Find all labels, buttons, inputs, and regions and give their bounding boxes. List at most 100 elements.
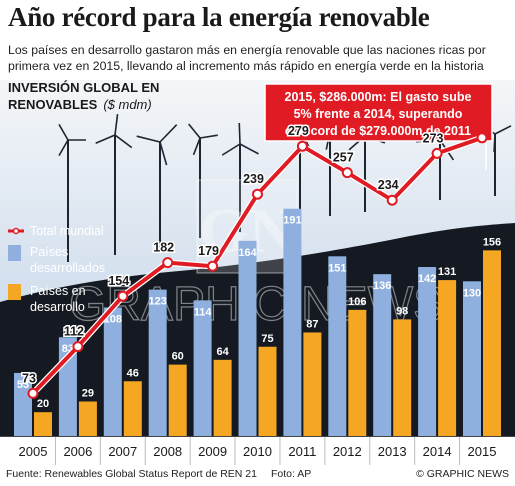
chart-legend: Total mundial Países desarrollados Paíse… (8, 224, 105, 314)
bar-label-developing: 29 (82, 387, 94, 399)
page-subtitle: Los países en desarrollo gastaron más en… (8, 43, 486, 73)
bar-label-developing: 64 (216, 346, 229, 358)
bar-developing (34, 412, 52, 436)
wind-turbine (95, 114, 133, 255)
bar-label-developed: 130 (463, 287, 481, 299)
total-label: 257 (333, 151, 354, 165)
bar-developing (78, 401, 97, 436)
total-label: 73 (22, 371, 36, 385)
bar-developed (463, 281, 481, 436)
total-point (296, 140, 308, 152)
legend-label-developing-2: desarrollo (30, 300, 85, 314)
bar-developing (348, 309, 367, 436)
x-tick-label: 2009 (198, 444, 227, 459)
x-tick-label: 2008 (153, 444, 182, 459)
total-point (72, 341, 84, 353)
total-label: 112 (64, 325, 84, 339)
bar-developed (238, 240, 257, 436)
footer-photo-credit: Foto: AP (270, 468, 312, 480)
total-point (341, 167, 353, 179)
total-label: 279 (288, 124, 309, 138)
chart-title-line2: RENOVABLES ($ mdm) (8, 97, 152, 112)
bar-developing (258, 346, 277, 436)
bar-label-developing: 20 (37, 398, 49, 410)
x-axis: 2005 2006 2007 2008 2009 2010 2011 2012 2013 2014… (0, 436, 515, 465)
bar-developing (168, 364, 187, 436)
wind-turbine (136, 124, 178, 248)
bar-series: 5320832910846123601146416475191871511061… (14, 208, 501, 436)
total-point (386, 194, 398, 206)
bar-developing (123, 381, 142, 436)
x-tick-label: 2011 (288, 444, 316, 459)
bar-label-developing: 131 (438, 266, 456, 278)
bar-label-developed: 164 (238, 247, 257, 259)
total-label: 179 (198, 244, 219, 258)
x-tick-label: 2007 (108, 444, 137, 459)
legend-label-total: Total mundial (30, 224, 104, 238)
x-tick-label: 2015 (468, 444, 497, 459)
callout-line3: el récord de $279.000m de 2011 (285, 124, 471, 138)
wind-turbine (188, 123, 218, 238)
bar-label-developing: 156 (483, 236, 501, 248)
bar-label-developing: 98 (396, 305, 408, 317)
bar-developed (148, 289, 167, 436)
bar-developing (438, 280, 457, 436)
bar-label-developed: 151 (328, 262, 346, 274)
bar-developing (213, 359, 232, 436)
legend-label-developing: Países en (30, 284, 86, 298)
total-label: 234 (378, 178, 399, 192)
bar-label-developing: 106 (348, 296, 366, 308)
total-point (431, 147, 443, 159)
x-tick-label: 2006 (63, 444, 92, 459)
total-point (117, 290, 129, 302)
x-tick-label: 2005 (19, 444, 48, 459)
x-tick-label: 2013 (378, 444, 407, 459)
bar-developing (393, 319, 412, 436)
total-point (252, 188, 263, 200)
bar-label-developing: 46 (127, 367, 139, 379)
callout-line1: 2015, $286.000m: El gasto sube (285, 90, 472, 104)
chart-area: GN GRAPHIC NEWS INVERSIÓN GLOBAL EN RENO… (0, 80, 515, 465)
bar-developed (328, 256, 347, 436)
total-label: 182 (153, 241, 174, 255)
bar-developing (483, 250, 501, 436)
bar-label-developed: 191 (283, 215, 301, 227)
total-label: 239 (243, 172, 264, 186)
wind-turbine (58, 124, 86, 262)
bar-label-developing: 60 (172, 351, 184, 363)
bar-developed (14, 372, 32, 436)
total-line-series: 73 112 154 182 179 239 279 257 234 273 (21, 123, 488, 399)
bar-developed (373, 274, 392, 436)
bar-developed (283, 208, 302, 436)
footer-source-wrap: Fuente: Renewables Global Status Report … (6, 468, 311, 480)
chart-title-line1: INVERSIÓN GLOBAL EN (8, 80, 159, 95)
legend-swatch-total-marker (12, 227, 20, 235)
bar-label-developed: 142 (418, 273, 436, 285)
bar-developed (103, 307, 122, 436)
total-point (207, 260, 219, 272)
total-point (476, 132, 488, 144)
chart-svg: GN GRAPHIC NEWS INVERSIÓN GLOBAL EN RENO… (0, 80, 515, 465)
bar-label-developed: 114 (194, 306, 213, 318)
total-point (27, 387, 39, 399)
total-label: 154 (108, 274, 129, 288)
footer: Fuente: Renewables Global Status Report … (6, 466, 509, 484)
bar-label-developed: 136 (373, 280, 391, 292)
callout-line2: 5% frente a 2014, superando (294, 107, 463, 121)
bar-label-developed: 123 (149, 296, 167, 308)
footer-copyright: © GRAPHIC NEWS (416, 468, 509, 480)
bar-developing (303, 332, 322, 436)
legend-swatch-developed (8, 245, 21, 261)
legend-label-developed-2: desarrollados (30, 261, 105, 275)
legend-swatch-developing (8, 284, 21, 300)
page-title: Año récord para la energía renovable (8, 2, 430, 32)
x-tick-label: 2012 (333, 444, 362, 459)
footer-source: Fuente: Renewables Global Status Report … (6, 468, 257, 480)
x-axis-band (0, 436, 515, 465)
total-label: 273 (423, 131, 444, 145)
x-tick-label: 2014 (423, 444, 452, 459)
bar-label-developed: 53 (17, 379, 29, 391)
bar-label-developing: 87 (306, 318, 318, 330)
bar-developed (193, 300, 212, 436)
